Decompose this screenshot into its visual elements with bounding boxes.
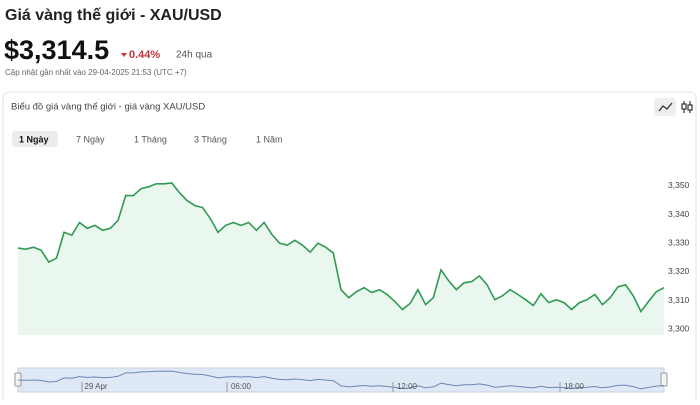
- y-tick-label: 3,300: [668, 324, 690, 334]
- y-tick-label: 3,320: [668, 266, 690, 276]
- area: [18, 183, 664, 335]
- line-icon: [658, 102, 673, 112]
- navigator-label: 29 Apr: [84, 382, 107, 391]
- tab-selected-bg[interactable]: [12, 131, 58, 147]
- navigator-label: 18:00: [564, 382, 585, 391]
- tab[interactable]: 1 Ngày: [19, 134, 49, 144]
- navigator-handle[interactable]: [14, 372, 22, 387]
- line: [17, 182, 665, 314]
- navigator-handle[interactable]: [660, 372, 668, 387]
- candle-icon[interactable]: [681, 101, 693, 113]
- tab[interactable]: 1 Tháng: [134, 134, 167, 144]
- navigator-line: [17, 370, 665, 390]
- y-tick-label: 3,310: [668, 295, 690, 305]
- card-title: Biểu đồ giá vàng thế giới - giá vàng XAU…: [11, 102, 205, 113]
- y-tick-label: 3,340: [668, 209, 690, 219]
- y-tick-label: 3,350: [668, 180, 690, 190]
- period: 24h qua: [176, 50, 213, 61]
- price: $3,314.5: [4, 35, 109, 65]
- change: 0.44%: [129, 49, 160, 61]
- y-tick-label: 3,330: [668, 237, 690, 247]
- navigator-label: 06:00: [231, 382, 252, 391]
- tab[interactable]: 1 Năm: [256, 134, 283, 144]
- tab[interactable]: 3 Tháng: [194, 134, 227, 144]
- navigator-label: 12:00: [397, 382, 418, 391]
- page-title: Giá vàng thế giới - XAU/USD: [5, 7, 222, 24]
- tab[interactable]: 7 Ngày: [76, 134, 105, 144]
- down-arrow: [121, 53, 127, 57]
- updated: Cập nhật gần nhất vào 29-04-2025 21:53 (…: [5, 68, 187, 77]
